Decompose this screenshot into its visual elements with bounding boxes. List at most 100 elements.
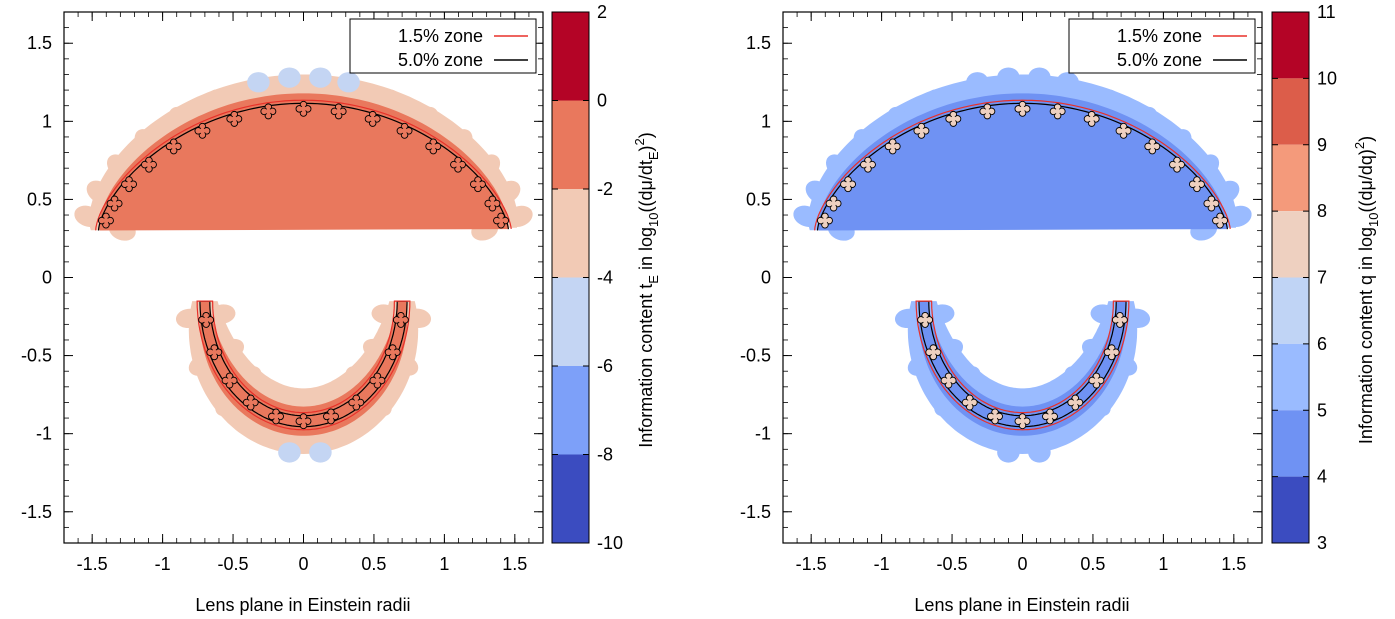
colorbar-tick-label: -10	[597, 533, 623, 553]
x-tick-label: -0.5	[937, 554, 968, 574]
lower-bead	[1042, 408, 1058, 425]
y-axis-q: 1.5 1 0.5 0 -0.5 -1 -1.5	[740, 27, 1262, 528]
colorbar-band	[1272, 144, 1309, 212]
colorbar-label-q: Information content q in log10((dμ/dq)2)	[1352, 136, 1381, 444]
lower-bead	[198, 311, 215, 328]
colorbar-band	[1272, 410, 1309, 477]
upper-bead	[141, 156, 157, 173]
legend-q: 1.5% zone 5.0% zone	[1068, 18, 1256, 74]
y-tick-label: -1	[755, 424, 771, 444]
x-tick-label: 0	[298, 554, 308, 574]
upper-bead	[295, 100, 312, 117]
lower-bead	[384, 344, 401, 361]
lower-lobe	[1124, 308, 1151, 328]
upper-lobe	[1224, 205, 1252, 228]
y-tick-label: 1	[42, 111, 52, 131]
y-tick-label: 0	[42, 268, 52, 288]
minor-lobe	[337, 72, 360, 93]
legend-tE: 1.5% zone 5.0% zone	[349, 18, 537, 74]
upper-bead	[1203, 195, 1220, 212]
y-tick-label: -0.5	[21, 346, 52, 366]
minor-lobe	[966, 72, 989, 93]
lower-bead	[940, 372, 957, 389]
lower-bead	[392, 311, 409, 328]
x-axis-q: -1.5 -1 -0.5 0 0.5 1 1.5	[796, 12, 1249, 574]
upper-bead	[860, 156, 876, 173]
upper-bead	[330, 103, 347, 120]
colorbar-band	[1272, 476, 1309, 543]
lower-bead	[295, 413, 312, 430]
x-tick-label: -0.5	[218, 554, 249, 574]
x-tick-label: 0.5	[361, 554, 386, 574]
y-tick-label: -1.5	[21, 502, 52, 522]
contour-1.5-lower	[196, 300, 411, 431]
minor-lobe	[309, 442, 332, 463]
colorbar-tick-label: 5	[1317, 400, 1327, 420]
minor-lobe	[1028, 442, 1051, 463]
legend-label-1.5-zone: 1.5% zone	[398, 26, 483, 46]
y-tick-label: 0.5	[27, 189, 52, 209]
colorbar-band	[1272, 78, 1309, 145]
colorbar-tick-label: 8	[1317, 201, 1327, 221]
lower-bead	[917, 311, 934, 328]
colorbar-band	[552, 277, 589, 366]
upper-bead	[945, 110, 962, 127]
upper-lobe	[505, 205, 533, 228]
upper-lobe	[86, 180, 113, 204]
legend-label-5.0-zone: 5.0% zone	[1117, 50, 1202, 70]
x-tick-label: -1.5	[77, 554, 108, 574]
contour-1.5-lower	[915, 300, 1130, 431]
colorbar-band	[552, 189, 589, 278]
x-tick-label: -1	[155, 554, 171, 574]
y-tick-label: -0.5	[740, 346, 771, 366]
upper-bead	[913, 122, 930, 139]
upper-bead	[1188, 176, 1205, 193]
upper-bead	[1083, 110, 1100, 127]
colorbar-tick-label: -6	[597, 356, 613, 376]
x-tick-label: 1	[439, 554, 449, 574]
upper-bead	[1169, 156, 1185, 173]
y-tick-label: 0	[761, 268, 771, 288]
x-axis-tE: -1.5 -1 -0.5 0 0.5 1 1.5	[77, 12, 530, 574]
upper-bead	[1144, 138, 1161, 155]
upper-bead	[121, 176, 138, 193]
x-tick-label: 1.5	[502, 554, 527, 574]
colorbar-band	[1272, 12, 1309, 79]
lower-lobe	[371, 304, 398, 324]
lower-bead	[1014, 413, 1031, 430]
colorbar-label-tE: Information content tE in log10((dμ/dtE)…	[632, 132, 661, 448]
lower-bead	[1088, 372, 1105, 389]
lower-bead	[1111, 311, 1128, 328]
upper-bead	[450, 156, 466, 173]
lower-bead	[369, 372, 386, 389]
upper-bead	[364, 110, 381, 127]
upper-lobe	[793, 205, 821, 227]
upper-bead	[425, 138, 442, 155]
lower-lobe	[1090, 304, 1117, 324]
upper-bead	[106, 195, 123, 212]
upper-lobe	[805, 180, 832, 204]
upper-bead	[194, 122, 211, 139]
x-tick-label: 1.5	[1221, 554, 1246, 574]
minor-lobe	[309, 67, 332, 88]
minor-lobe	[997, 442, 1020, 463]
upper-bead	[484, 195, 501, 212]
lower-bead	[925, 344, 942, 361]
upper-lobe	[1213, 180, 1240, 204]
upper-bead	[226, 110, 243, 127]
upper-bead	[165, 138, 182, 155]
colorbar-band	[552, 366, 589, 455]
y-tick-label: -1.5	[740, 502, 771, 522]
upper-bead	[840, 176, 857, 193]
legend-box-q	[1068, 18, 1256, 74]
upper-bead	[260, 103, 277, 120]
lower-bead	[206, 344, 223, 361]
legend-box-tE	[349, 18, 537, 74]
upper-bead	[884, 138, 901, 155]
colorbar-band	[552, 12, 589, 101]
minor-lobe	[278, 67, 301, 88]
lower-lobe	[928, 304, 955, 324]
upper-lobe	[74, 205, 102, 227]
y-tick-label: 1	[761, 111, 771, 131]
lower-bead	[987, 408, 1003, 425]
